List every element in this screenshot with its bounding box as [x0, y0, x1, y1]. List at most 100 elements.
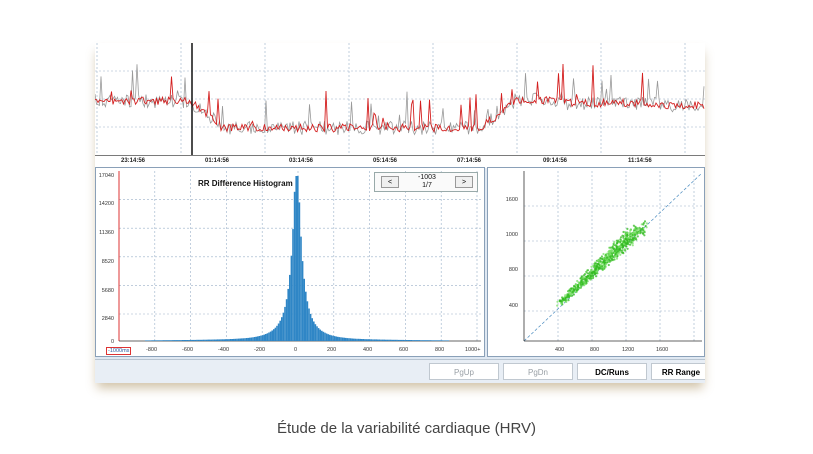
scatter-point [625, 245, 628, 248]
rr-trend-chart[interactable] [95, 43, 705, 155]
histogram-x-tick: 400 [363, 347, 373, 353]
scatter-point [610, 249, 613, 252]
scatter-point [567, 299, 570, 302]
scatter-point [631, 237, 634, 240]
rr-difference-histogram-panel: 17040 14200 11360 8520 5680 2840 0 -1000… [95, 167, 485, 357]
histogram-bar [428, 340, 430, 341]
histogram-bar [417, 340, 419, 341]
scatter-point [620, 251, 623, 254]
scatter-point [641, 231, 644, 235]
histogram-bar [343, 337, 345, 341]
scatter-point [586, 269, 590, 272]
histogram-bar [250, 337, 253, 341]
histogram-bar [204, 339, 206, 341]
histogram-bar [362, 339, 365, 341]
histogram-bar [305, 291, 307, 341]
histogram-bar [194, 339, 197, 341]
scatter-point [617, 248, 620, 251]
scatter-point [572, 293, 575, 296]
histogram-bar [393, 339, 395, 341]
scatter-point [637, 227, 640, 230]
scatter-point [626, 247, 629, 250]
rr-trend-panel[interactable] [95, 43, 705, 155]
scatter-point [642, 223, 645, 226]
histogram-bar [370, 339, 373, 341]
scatter-point [611, 252, 614, 255]
histogram-bar [189, 339, 192, 341]
scatter-point [605, 252, 608, 255]
histogram-bar [164, 340, 166, 341]
scatter-point [615, 257, 619, 260]
scatter-point [629, 232, 632, 235]
histogram-bar [281, 317, 283, 341]
histogram-bar [300, 236, 302, 341]
scatter-point [608, 260, 611, 263]
histogram-bar [377, 339, 379, 341]
histogram-prev-button[interactable]: < [381, 176, 399, 188]
histogram-x-range-start[interactable]: -1000ms [106, 347, 132, 355]
rr-range-button[interactable]: RR Range [651, 363, 705, 380]
scatter-point [592, 274, 595, 277]
scatter-point [619, 245, 622, 248]
histogram-bar [247, 337, 249, 341]
scatter-point [612, 247, 615, 250]
histogram-bar [391, 339, 393, 341]
histogram-bar [202, 339, 205, 341]
histogram-bar [220, 339, 222, 341]
scatter-point [599, 257, 602, 260]
scatter-point [591, 276, 594, 279]
scatter-point [639, 229, 642, 232]
histogram-bar [341, 337, 344, 341]
histogram-bar [380, 339, 382, 341]
histogram-bar [245, 338, 248, 341]
scatter-point [611, 258, 614, 261]
histogram-bar [175, 340, 177, 341]
histogram-bar [337, 336, 339, 341]
scatter-point [634, 232, 637, 235]
histogram-bar [421, 340, 424, 341]
histogram-bar [225, 339, 227, 341]
scatter-point [628, 234, 631, 237]
histogram-bar [287, 288, 289, 341]
scatter-point [556, 304, 559, 307]
scatter-point [622, 235, 625, 238]
histogram-bar [425, 340, 427, 341]
histogram-nav-page: 1/7 [422, 182, 432, 189]
histogram-bar [404, 340, 406, 341]
histogram-bar [268, 332, 270, 341]
histogram-x-tick: -200 [254, 347, 266, 353]
histogram-bar [265, 334, 267, 341]
page-down-button[interactable]: PgDn [503, 363, 573, 380]
histogram-bar [439, 340, 441, 341]
histogram-bar [188, 340, 190, 341]
dc-runs-button[interactable]: DC/Runs [577, 363, 647, 380]
histogram-bar [156, 340, 158, 341]
histogram-bar [197, 339, 200, 341]
histogram-bar [261, 335, 264, 341]
scatter-point [604, 261, 607, 264]
histogram-bar [306, 301, 309, 341]
histogram-bar [375, 339, 377, 341]
histogram-bar [181, 340, 184, 341]
histogram-bar [317, 328, 320, 341]
scatter-point [643, 234, 646, 237]
histogram-bar [381, 339, 384, 341]
scatter-y-tick: 1600 [505, 197, 518, 203]
page-up-button[interactable]: PgUp [429, 363, 499, 380]
histogram-bar [236, 338, 238, 341]
histogram-bar [357, 338, 360, 341]
scatter-x-tick: 1600 [656, 347, 669, 353]
scatter-point [630, 241, 633, 244]
scatter-point [613, 249, 616, 252]
scatter-y-tick: 1000 [505, 232, 518, 238]
histogram-bar [149, 340, 152, 341]
scatter-point [621, 249, 624, 252]
histogram-x-tick: -600 [182, 347, 194, 353]
histogram-next-button[interactable]: > [455, 176, 473, 188]
histogram-bar [385, 339, 387, 341]
scatter-point [586, 274, 589, 278]
histogram-bar [244, 338, 246, 341]
histogram-bar [253, 337, 256, 341]
histogram-bar [418, 340, 421, 341]
scatter-point [595, 265, 598, 268]
